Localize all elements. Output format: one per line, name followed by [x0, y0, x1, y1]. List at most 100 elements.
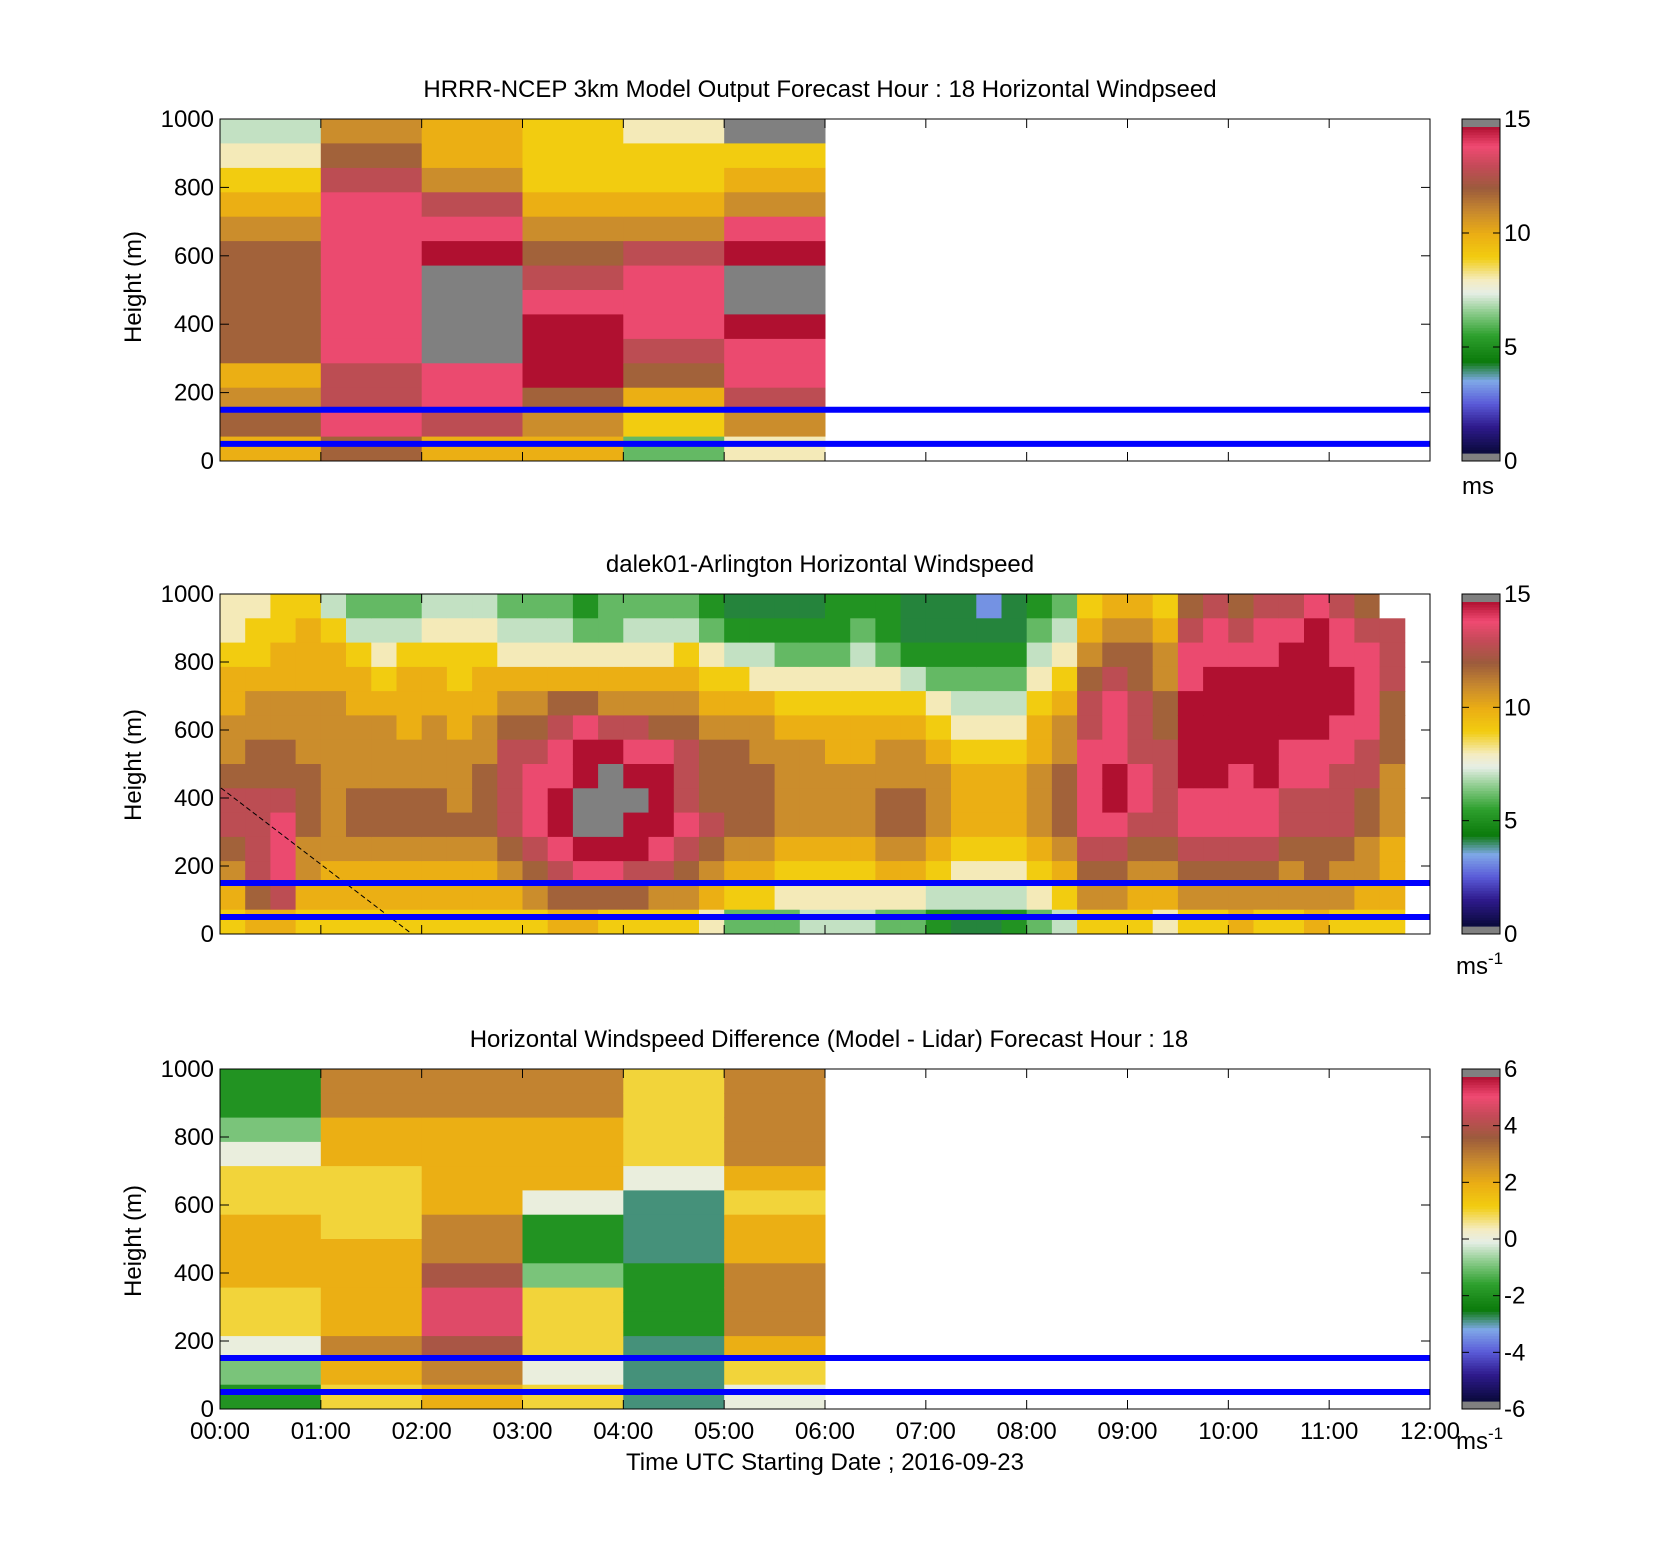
- heatmap-cell: [1253, 594, 1280, 619]
- heatmap-cell: [799, 691, 826, 716]
- heatmap-cell: [547, 764, 574, 789]
- heatmap-cell: [245, 666, 271, 692]
- heatmap-cell: [522, 314, 624, 340]
- heatmap-cell: [421, 216, 523, 242]
- heatmap-cell: [522, 1360, 624, 1386]
- heatmap-cell: [1278, 788, 1305, 814]
- heatmap-cell: [1354, 909, 1381, 935]
- x-tick-label: 00:00: [190, 1418, 250, 1445]
- heatmap-cell: [396, 642, 423, 668]
- x-tick-label: 08:00: [997, 1418, 1057, 1445]
- heatmap-cell: [446, 885, 473, 911]
- heatmap-cell: [1026, 715, 1053, 741]
- heatmap-cell: [1203, 594, 1229, 619]
- heatmap-cell: [472, 715, 498, 741]
- heatmap-cell: [724, 1360, 826, 1386]
- panel-lidar-arlington: dalek01-Arlington Horizontal Windspeed H…: [120, 551, 1531, 980]
- heatmap-cell: [724, 1311, 826, 1337]
- heatmap-cell: [1354, 764, 1381, 789]
- heatmap-cell: [1253, 642, 1280, 668]
- y-tick-label: 1000: [161, 1056, 214, 1083]
- panel-model-minus-lidar: Horizontal Windspeed Difference (Model -…: [120, 1026, 1525, 1455]
- heatmap-cell: [1127, 666, 1154, 692]
- heatmap-cell: [623, 1190, 725, 1216]
- heatmap-cell: [371, 788, 397, 814]
- heatmap-cell: [295, 642, 322, 668]
- heatmap-cell: [295, 618, 322, 644]
- heatmap-cell: [220, 412, 322, 437]
- heatmap-cell: [346, 764, 372, 789]
- y-tick-label: 1000: [161, 106, 214, 133]
- heatmap-cell: [1329, 812, 1355, 838]
- heatmap-cell: [623, 788, 649, 814]
- heatmap-cell: [951, 885, 977, 911]
- heatmap-cell: [749, 812, 776, 838]
- heatmap-cell: [396, 618, 423, 644]
- heatmap-cell: [220, 691, 246, 716]
- heatmap-cell: [295, 885, 322, 911]
- heatmap-cell: [648, 764, 675, 789]
- heatmap-cell: [623, 594, 649, 619]
- heatmap-cell: [396, 812, 423, 838]
- heatmap-cell: [572, 764, 599, 789]
- heatmap-cell: [1304, 909, 1330, 935]
- heatmap-cell: [522, 1384, 624, 1410]
- heatmap-cell: [1379, 885, 1406, 911]
- heatmap-cell: [547, 666, 574, 692]
- heatmap-cell: [1203, 836, 1229, 862]
- x-tick-label: 03:00: [492, 1418, 552, 1445]
- heatmap-cell: [1329, 691, 1355, 716]
- heatmap-cell: [320, 314, 423, 340]
- heatmap-cell: [1001, 691, 1028, 716]
- heatmap-cell: [1228, 812, 1254, 838]
- heatmap-cell: [346, 885, 372, 911]
- panel-title: dalek01-Arlington Horizontal Windspeed: [606, 551, 1034, 578]
- heatmap-cell: [396, 715, 423, 741]
- heatmap-cell: [774, 642, 801, 668]
- y-tick-label: 200: [174, 853, 214, 880]
- heatmap-cell: [623, 119, 725, 144]
- heatmap-cell: [673, 715, 700, 741]
- heatmap-cell: [320, 1069, 423, 1094]
- heatmap-cell: [421, 1190, 523, 1216]
- heatmap-cell: [850, 812, 876, 838]
- heatmap-cell: [320, 812, 347, 838]
- heatmap-cell: [421, 715, 448, 741]
- heatmap-cell: [346, 594, 372, 619]
- heatmap-cell: [497, 885, 523, 911]
- heatmap-cell: [522, 1287, 624, 1313]
- heatmap-cell: [1228, 594, 1254, 619]
- heatmap-cell: [1102, 666, 1128, 692]
- heatmap-cell: [749, 618, 776, 644]
- colorbar: -6 -4 -2 0 2 4 6: [1461, 1056, 1525, 1423]
- heatmap-cell: [1253, 788, 1280, 814]
- heatmap-cell: [320, 241, 423, 266]
- heatmap-cell: [724, 642, 750, 668]
- heatmap-cell: [497, 618, 523, 644]
- heatmap-cell: [572, 812, 599, 838]
- heatmap-cell: [396, 594, 423, 619]
- heatmap-cell: [724, 739, 750, 765]
- heatmap-cell: [1077, 739, 1103, 765]
- heatmap-cell: [421, 412, 523, 437]
- heatmap-cell: [724, 1069, 826, 1094]
- heatmap-cell: [522, 715, 549, 741]
- heatmap-cell: [724, 241, 826, 266]
- y-axis-label: Height (m): [120, 709, 147, 821]
- heatmap-cell: [1177, 594, 1204, 619]
- heatmap-cell: [522, 909, 549, 935]
- heatmap-cell: [900, 715, 927, 741]
- heatmap-cell: [1026, 594, 1053, 619]
- heatmap-cell: [673, 666, 700, 692]
- heatmap-cell: [1329, 594, 1355, 619]
- heatmap-cell: [245, 812, 271, 838]
- heatmap-cell: [673, 594, 700, 619]
- heatmap-cell: [623, 812, 649, 838]
- heatmap-cell: [522, 1239, 624, 1264]
- heatmap-cell: [951, 812, 977, 838]
- heatmap-cell: [1354, 594, 1381, 619]
- heatmap-cell: [371, 715, 397, 741]
- heatmap-cell: [220, 909, 246, 935]
- heatmap-cell: [497, 642, 523, 668]
- heatmap-cell: [850, 788, 876, 814]
